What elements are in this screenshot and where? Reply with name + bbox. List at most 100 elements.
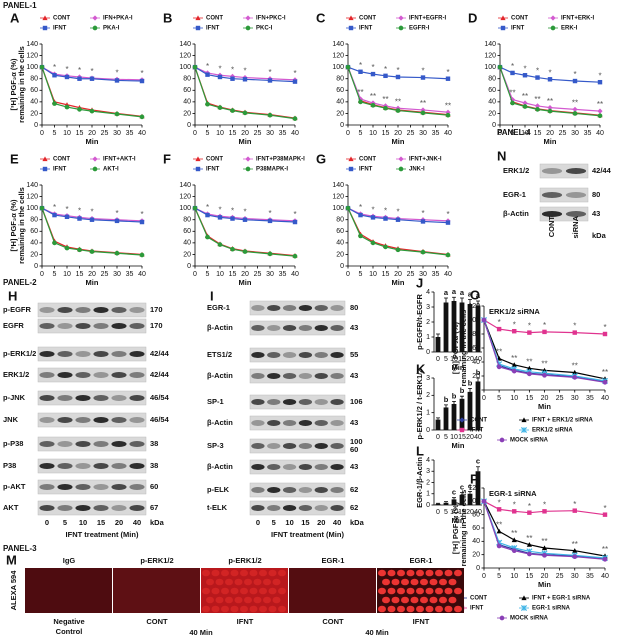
data-point [39,64,45,70]
blot-band [93,505,109,511]
significance-label: * [115,68,118,77]
significance-label: * [53,203,56,212]
significance-label: * [511,62,514,71]
y-tick-label: 0 [340,122,344,129]
legend-label: MOCK siRNA [510,616,549,622]
blot-band [39,484,55,490]
kda-label: 106 [350,397,363,406]
significance-label: ** [382,95,388,104]
data-point [217,105,223,110]
blot-band [314,487,328,493]
legend-marker [42,15,48,21]
legend-label: IFNT+EGFR-I [409,16,446,22]
lane-label: 20 [115,518,123,527]
x-tick-label: 30 [571,130,579,137]
x-tick-label: 40 [601,573,609,580]
legend-label: IFNT [53,167,67,173]
blot-band [57,484,73,490]
blot-band [39,372,55,378]
blot-row-label: ERK1/2 [3,370,29,379]
cell [253,596,262,604]
kda-label: 38 [150,461,158,470]
data-point [358,99,363,105]
data-point [395,108,401,113]
blot-band [111,372,127,378]
significance-label: ** [522,92,528,101]
x-axis-label: Min [86,137,99,146]
kda-label: 43 [592,209,600,218]
data-point [509,96,516,103]
significance-label: * [90,208,93,217]
x-tick-label: 35 [126,130,134,137]
y-tick-label: 140 [26,182,38,189]
panel-heading: PANEL-1 [3,1,37,10]
significance-label: ** [526,357,532,366]
x-tick-label: 35 [432,271,440,278]
blot-band [282,464,297,470]
x-tick-label: 10 [216,271,224,278]
data-point [77,107,82,112]
y-axis-label: [³H] PGF₂α (%) [9,58,18,111]
blot-band [75,484,91,490]
legend-label: CONT [206,157,223,163]
blot-row-label: EGR-1 [503,190,526,199]
data-point [496,528,502,534]
significance-label: ** [602,368,608,377]
blot-band [314,305,328,311]
blot-band [75,417,91,423]
data-point [192,205,198,211]
bar [443,502,449,505]
x-axis-label: Min [392,278,405,287]
blot-band [314,420,328,426]
cell [406,569,415,577]
bar [467,493,473,505]
cell [278,605,286,613]
data-point [511,537,517,543]
cell [425,605,434,613]
cell [416,569,424,577]
panel-letter: O [470,287,480,302]
data-point [230,76,235,81]
y-tick-label: 100 [179,205,191,212]
y-tick-label: 120 [179,193,191,200]
blot-row-label: JNK [3,415,19,424]
data-point [89,76,95,81]
y-axis-label: remaining in the cells [17,46,26,123]
kda-label: 42/44 [150,349,170,358]
significance-label: ** [526,534,532,543]
cell [420,596,428,604]
data-point [527,371,532,377]
significance-label: ** [509,89,515,98]
blot-band [330,373,344,379]
blot-band [129,351,145,357]
significance-label: * [573,70,576,79]
blot-band [541,192,563,198]
cell [425,569,434,577]
cell [397,569,405,577]
data-point [139,252,145,258]
blot-band [330,464,344,470]
y-tick-label: 0 [492,122,496,129]
x-tick-label: 10 [450,356,458,363]
y-tick-label: 80 [30,76,38,83]
panel-letter: N [497,148,506,163]
significance-label: c [476,457,480,466]
blot-strip [249,300,346,316]
kda-label: 43 [350,323,358,332]
error-bar [444,404,448,408]
cell [401,596,409,604]
data-point [395,217,401,222]
x-tick-label: 5 [497,573,501,580]
blot-band [298,373,313,379]
lane-label: 15 [97,518,105,527]
significance-label: * [384,65,387,74]
data-point [242,110,248,116]
error-bar [476,466,480,472]
cell [244,578,252,586]
blot-band [93,372,109,378]
blot-band [93,395,109,401]
legend-label: IFNT [206,167,220,173]
cell [406,605,415,613]
data-point [420,249,426,255]
blot-row-label: β-Actin [207,371,233,380]
